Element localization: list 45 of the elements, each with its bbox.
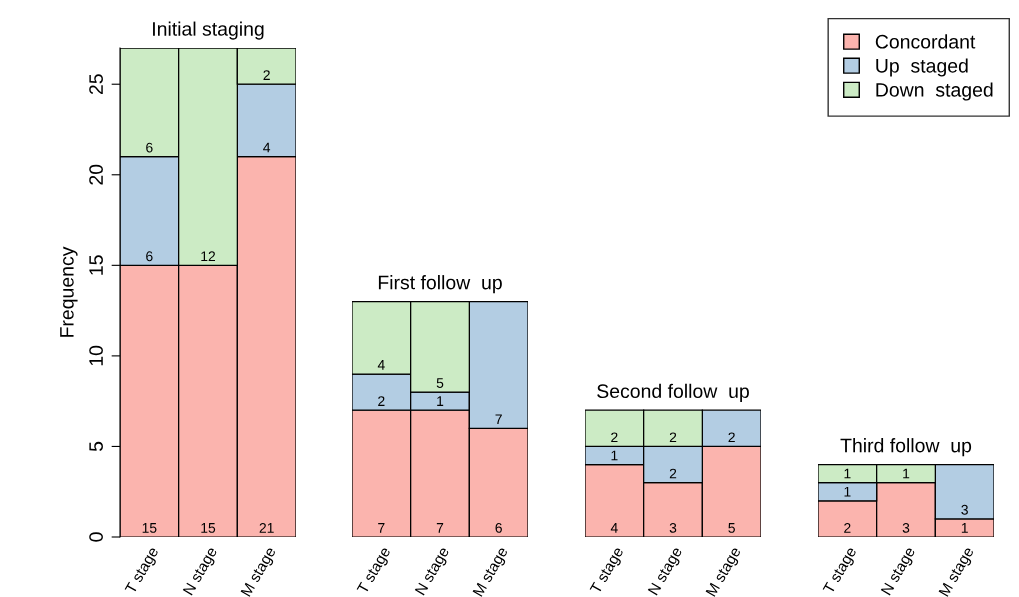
data-label: 7	[436, 523, 444, 533]
data-label: 3	[961, 504, 968, 515]
data-label: 6	[495, 522, 502, 533]
y-tick-label: 15	[89, 255, 103, 275]
data-label: 5	[728, 523, 735, 533]
data-label: 2	[728, 432, 735, 443]
data-label: 3	[669, 522, 677, 533]
text: Initial staging	[153, 21, 264, 40]
y-tick-label: 0	[89, 532, 103, 542]
data-label: 15	[201, 523, 216, 533]
data-label: 5	[436, 378, 444, 388]
legend-label: Up staged	[876, 58, 968, 77]
data-label: 2	[844, 522, 851, 533]
data-label: 2	[263, 70, 270, 80]
y-tick-label: 5	[89, 441, 103, 452]
legend-label: Concordant	[875, 34, 976, 49]
y-axis-title: Frequency	[60, 246, 78, 337]
data-label: 4	[610, 523, 618, 533]
text: Second follow up	[597, 383, 749, 402]
data-label: 2	[669, 468, 677, 479]
data-label: 2	[378, 396, 385, 406]
data-label: 1	[611, 450, 618, 461]
data-label: 1	[903, 468, 910, 479]
y-tick-label: 20	[89, 164, 103, 185]
data-label: 6	[146, 142, 153, 153]
data-label: 15	[142, 523, 157, 533]
data-label: 12	[201, 251, 216, 261]
data-label: 1	[961, 523, 968, 533]
y-tick-label: 10	[89, 345, 103, 366]
data-label: 1	[844, 486, 851, 497]
text: First follow up	[378, 275, 502, 294]
data-label: 1	[437, 396, 444, 406]
data-label: 21	[259, 522, 274, 533]
data-label: 7	[378, 523, 385, 533]
data-label: 6	[146, 251, 153, 262]
data-label: 2	[611, 432, 618, 443]
data-label: 2	[669, 432, 677, 443]
data-label: 1	[844, 468, 851, 479]
legend-label: Down staged	[876, 82, 993, 101]
text: Third follow up	[840, 438, 972, 457]
data-label: 3	[902, 522, 910, 533]
y-tick-label: 25	[89, 74, 103, 95]
data-label: 4	[263, 142, 271, 153]
data-label: 7	[495, 414, 502, 424]
data-label: 4	[377, 360, 385, 370]
